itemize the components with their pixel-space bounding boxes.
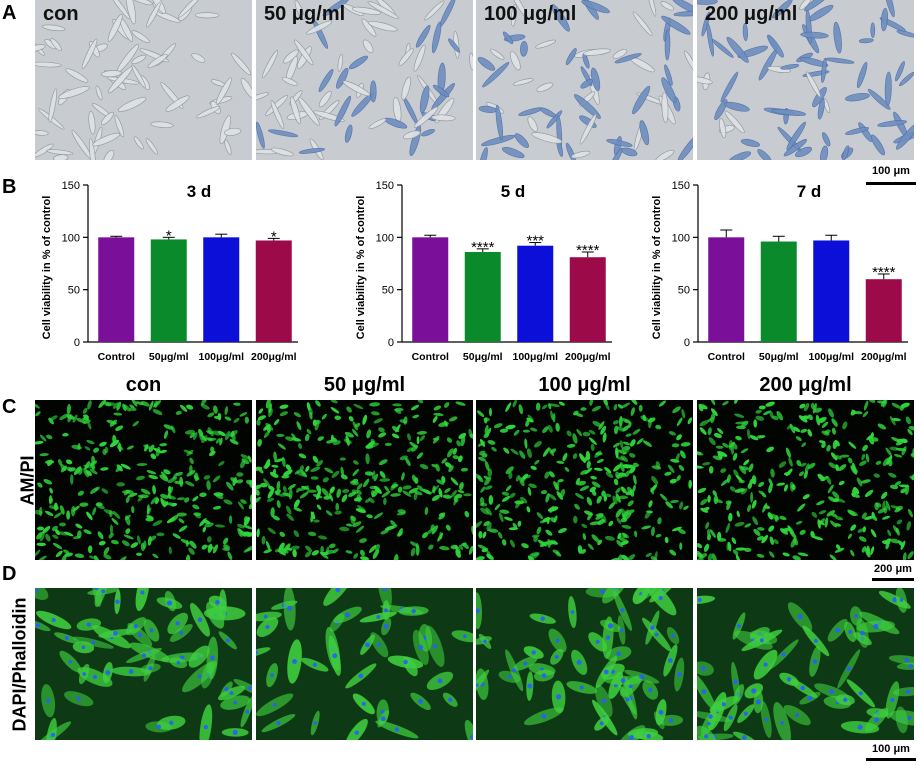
brightfield-50-image: 50 μg/ml bbox=[256, 0, 473, 160]
row-label-am-pi: AM/PI bbox=[17, 455, 38, 506]
significance-mark: *** bbox=[526, 233, 544, 250]
am-pi-100-image bbox=[476, 400, 693, 560]
y-tick-label: 50 bbox=[68, 285, 80, 297]
column-header-100: 100 μg/ml bbox=[538, 374, 631, 396]
dapi-phalloidin-200-image bbox=[697, 588, 914, 740]
chart-svg: Cell viability in % of control 0 50 100 150 5… bbox=[355, 180, 612, 363]
chart-3-d: Cell viability in % of control 0 50 100 150 3… bbox=[8, 172, 308, 372]
bar-Control bbox=[412, 237, 449, 342]
y-axis-label: Cell viability in % of control bbox=[355, 196, 367, 340]
panel-letter-c: C bbox=[2, 396, 17, 418]
chart-svg: Cell viability in % of control 0 50 100 150 3… bbox=[41, 180, 298, 363]
bar-100μg/ml bbox=[813, 240, 850, 342]
scale-label-a: 100 μm bbox=[872, 165, 910, 177]
x-tick-label: Control bbox=[412, 351, 449, 363]
bar-200μg/ml bbox=[255, 240, 292, 342]
x-tick-label: 100μg/ml bbox=[198, 351, 244, 363]
am-pi-con-image bbox=[35, 400, 252, 560]
column-header-50: 50 μg/ml bbox=[323, 374, 406, 396]
bar-50μg/ml bbox=[464, 251, 501, 342]
chart-title: 7 d bbox=[797, 182, 822, 201]
x-tick-label: 200μg/ml bbox=[565, 351, 611, 363]
x-tick-label: 50μg/ml bbox=[463, 351, 503, 363]
brightfield-100-image: 100 μg/ml bbox=[476, 0, 693, 160]
scale-label-d: 100 μm bbox=[872, 743, 910, 755]
bar-200μg/ml bbox=[569, 257, 606, 342]
y-tick-label: 0 bbox=[684, 337, 690, 349]
panel-letter-b: B bbox=[2, 176, 17, 198]
x-tick-label: 100μg/ml bbox=[512, 351, 558, 363]
significance-mark: **** bbox=[471, 239, 495, 256]
y-tick-label: 100 bbox=[62, 232, 80, 244]
significance-mark: **** bbox=[576, 242, 600, 259]
column-header-con: con bbox=[125, 374, 162, 396]
brightfield-con-label: con bbox=[43, 3, 79, 25]
dapi-phalloidin-100-image bbox=[476, 588, 693, 740]
dapi-phalloidin-con-image bbox=[35, 588, 252, 740]
brightfield-200-image: 200 μg/ml bbox=[697, 0, 914, 160]
x-tick-label: 50μg/ml bbox=[149, 351, 189, 363]
y-axis-label: Cell viability in % of control bbox=[41, 196, 53, 340]
brightfield-200-label: 200 μg/ml bbox=[705, 3, 798, 25]
column-header-200: 200 μg/ml bbox=[759, 374, 852, 396]
panel-letter-d: D bbox=[2, 563, 17, 585]
bar-Control bbox=[98, 237, 135, 342]
x-tick-label: 100μg/ml bbox=[808, 351, 854, 363]
y-tick-label: 50 bbox=[678, 285, 690, 297]
bar-50μg/ml bbox=[760, 241, 797, 342]
significance-mark: * bbox=[271, 228, 277, 245]
chart-svg: Cell viability in % of control 0 50 100 150 7… bbox=[651, 180, 908, 363]
scale-label-c: 200 μm bbox=[874, 563, 912, 575]
y-tick-label: 150 bbox=[376, 180, 394, 192]
bar-Control bbox=[708, 237, 745, 342]
bar-50μg/ml bbox=[150, 239, 187, 342]
y-tick-label: 150 bbox=[62, 180, 80, 192]
bar-200μg/ml bbox=[865, 279, 902, 342]
scale-bar-d bbox=[866, 758, 916, 761]
y-tick-label: 100 bbox=[672, 232, 690, 244]
scale-bar-c bbox=[872, 578, 914, 581]
x-tick-label: 50μg/ml bbox=[759, 351, 799, 363]
row-label-dapi-phalloidin: DAPI/Phalloidin bbox=[9, 597, 30, 732]
x-tick-label: 200μg/ml bbox=[861, 351, 907, 363]
brightfield-100-label: 100 μg/ml bbox=[484, 3, 577, 25]
panel-letter-a: A bbox=[2, 2, 17, 24]
y-axis-label: Cell viability in % of control bbox=[651, 196, 663, 340]
x-tick-label: 200μg/ml bbox=[251, 351, 297, 363]
am-pi-50-image bbox=[256, 400, 473, 560]
y-tick-label: 100 bbox=[376, 232, 394, 244]
am-pi-200-image bbox=[697, 400, 914, 560]
bar-100μg/ml bbox=[517, 245, 554, 342]
y-tick-label: 0 bbox=[74, 337, 80, 349]
y-tick-label: 50 bbox=[382, 285, 394, 297]
dapi-phalloidin-50-image bbox=[256, 588, 473, 740]
bar-100μg/ml bbox=[203, 237, 240, 342]
x-tick-label: Control bbox=[98, 351, 135, 363]
y-tick-label: 150 bbox=[672, 180, 690, 192]
x-tick-label: Control bbox=[708, 351, 745, 363]
brightfield-50-label: 50 μg/ml bbox=[264, 3, 346, 25]
chart-title: 3 d bbox=[187, 182, 212, 201]
chart-title: 5 d bbox=[501, 182, 526, 201]
chart-7-d: Cell viability in % of control 0 50 100 150 7… bbox=[618, 172, 918, 372]
brightfield-con-image: con bbox=[35, 0, 252, 160]
scale-bar-a bbox=[866, 182, 916, 185]
y-tick-label: 0 bbox=[388, 337, 394, 349]
chart-5-d: Cell viability in % of control 0 50 100 150 5… bbox=[322, 172, 622, 372]
significance-mark: **** bbox=[872, 264, 896, 281]
significance-mark: * bbox=[166, 227, 172, 244]
